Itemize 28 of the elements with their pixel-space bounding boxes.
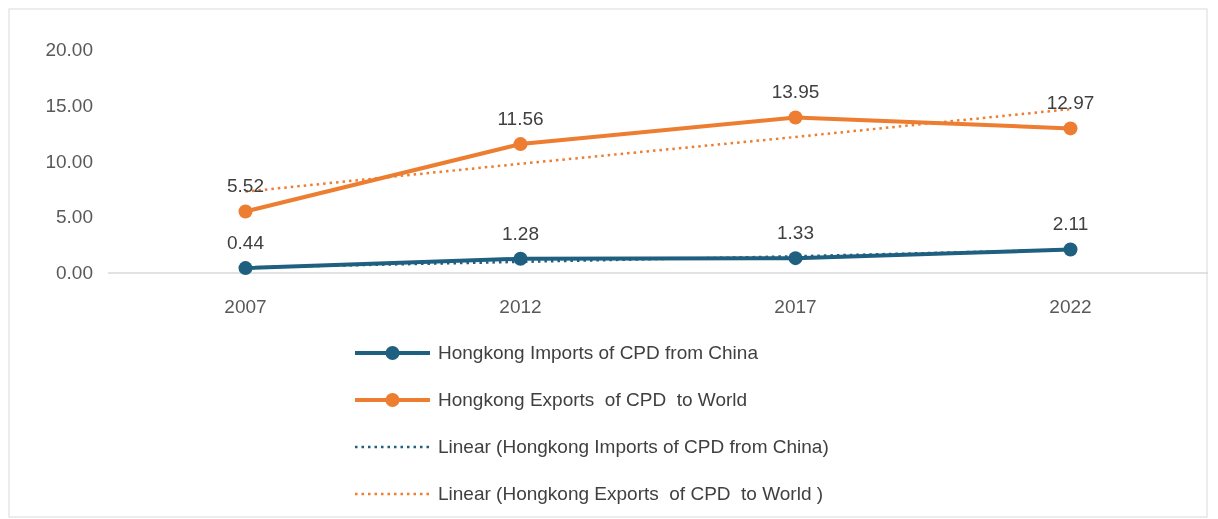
legend-label: Hongkong Exports of CPD to World — [438, 389, 748, 410]
point — [513, 137, 528, 152]
point — [513, 251, 528, 266]
x-tick-label: 2007 — [224, 296, 267, 317]
point — [1063, 242, 1078, 257]
data-label: 2.11 — [1052, 213, 1089, 235]
data-label: 13.95 — [771, 81, 820, 103]
point — [238, 204, 253, 219]
legend-label: Linear (Hongkong Imports of CPD from China) — [438, 436, 829, 457]
x-tick-label: 2017 — [774, 296, 817, 317]
data-label: 0.44 — [227, 232, 265, 254]
x-tick-label: 2022 — [1049, 296, 1092, 317]
data-label: 11.56 — [497, 108, 544, 130]
data-label: 12.97 — [1046, 92, 1095, 114]
y-tick-label: 20.00 — [45, 39, 93, 60]
point — [238, 261, 253, 276]
data-label: 1.28 — [502, 222, 539, 244]
legend-label: Hongkong Imports of CPD from China — [438, 342, 759, 363]
point — [1063, 121, 1078, 136]
point — [788, 110, 803, 125]
y-tick-label: 15.00 — [45, 94, 93, 116]
y-tick-label: 5.00 — [56, 206, 93, 228]
legend-label: Linear (Hongkong Exports of CPD to World ) — [438, 483, 824, 504]
data-label: 1.33 — [777, 222, 814, 244]
x-tick-label: 2012 — [499, 296, 542, 317]
y-tick-label: 10.00 — [45, 150, 93, 172]
y-tick-label: 0.00 — [56, 262, 93, 283]
data-label: 5.52 — [227, 175, 264, 197]
